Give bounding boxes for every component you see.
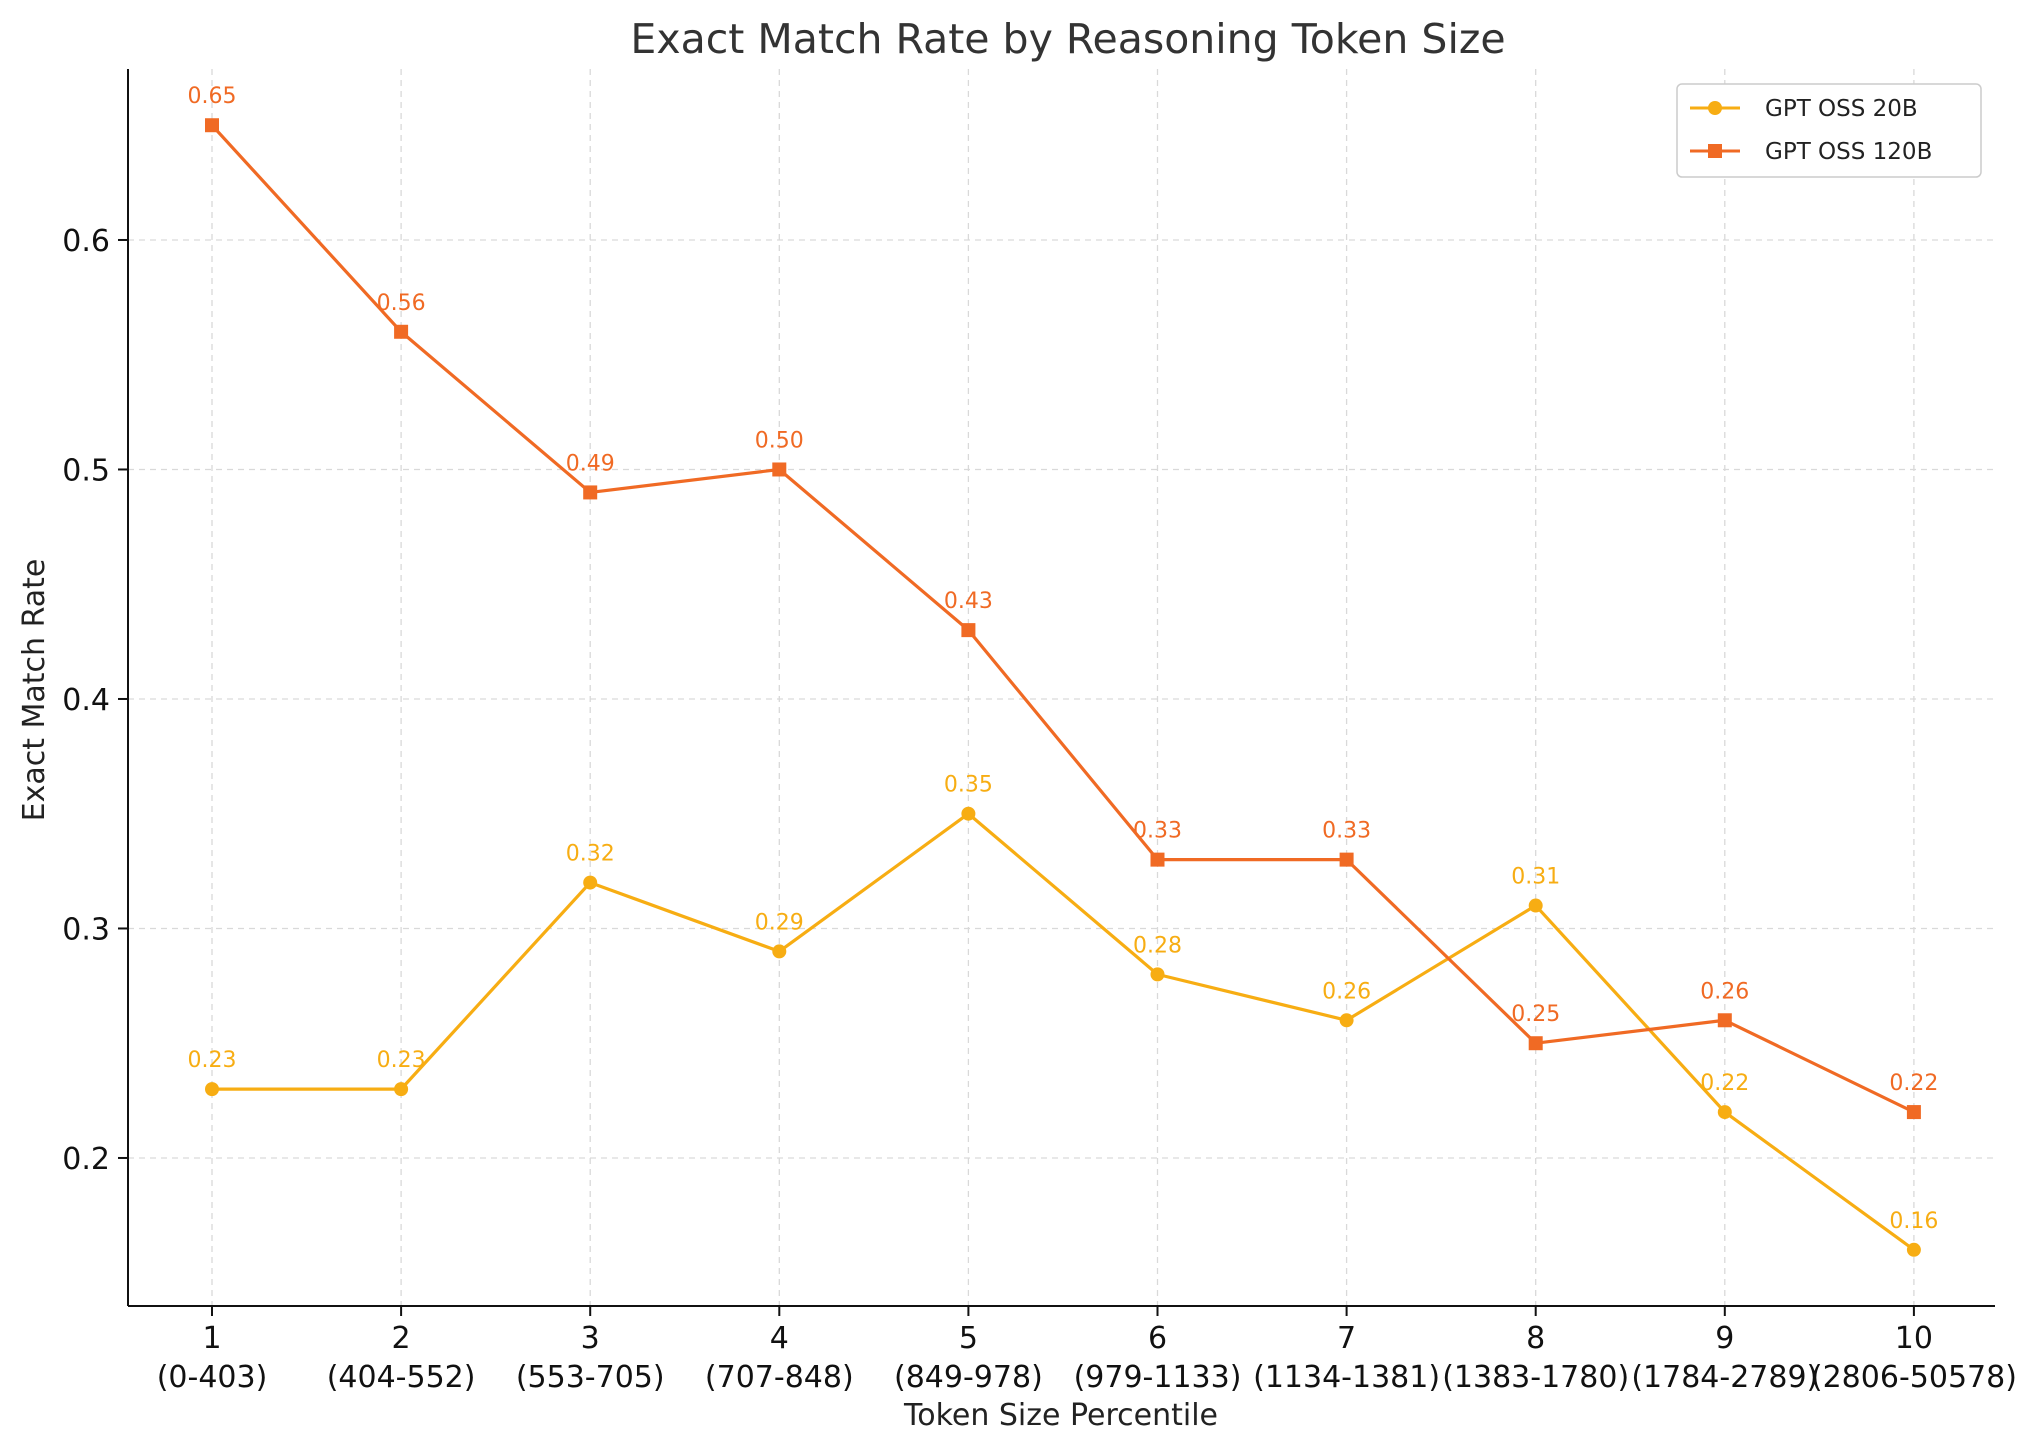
data-point (1150, 967, 1165, 982)
x-tick-range-label: (2806-50578) (1811, 1360, 2017, 1395)
x-tick-label: 8 (1526, 1321, 1545, 1356)
series-gpt-oss-20b: 0.23 0.23 0.32 0.29 0.35 0.28 0.26 0.31 0.22 0.16 (188, 773, 1938, 1257)
data-label: 0.35 (944, 773, 993, 798)
data-label: 0.23 (377, 1048, 426, 1073)
data-point (1339, 1013, 1354, 1028)
y-tick-label: 0.4 (62, 683, 110, 718)
x-tick-range-label: (849-978) (894, 1360, 1043, 1395)
series-gpt-oss-120b: 0.65 0.56 0.49 0.50 0.43 0.33 0.33 0.25 0.26 0.22 (188, 84, 1938, 1120)
x-tick-range-label: (979-1133) (1074, 1360, 1242, 1395)
data-label: 0.22 (1700, 1071, 1749, 1096)
series-layer: 0.23 0.23 0.32 0.29 0.35 0.28 0.26 0.31 0.22 0.16… (188, 84, 1938, 1257)
x-tick-label: 1 (202, 1321, 221, 1356)
data-point (1339, 852, 1354, 867)
data-label: 0.56 (377, 291, 426, 316)
data-point (1717, 1013, 1732, 1028)
data-point (205, 1082, 219, 1097)
data-point (1906, 1242, 1921, 1257)
x-tick-label: 3 (581, 1321, 600, 1356)
data-point (1717, 1105, 1732, 1120)
data-label: 0.33 (1322, 819, 1371, 844)
legend-box (1676, 83, 1982, 178)
data-label: 0.26 (1322, 979, 1371, 1004)
data-point (583, 485, 598, 500)
data-point (583, 875, 598, 890)
x-tick-label: 9 (1715, 1321, 1734, 1356)
x-tick-range-label: (707-848) (705, 1360, 854, 1395)
data-point (772, 462, 787, 477)
data-point (772, 944, 787, 959)
legend-marker-gpt-oss-120b (1708, 144, 1722, 158)
y-tick-label: 0.2 (62, 1142, 110, 1177)
axes (127, 69, 1995, 1307)
x-tick-label: 5 (959, 1321, 978, 1356)
x-tick-label: 6 (1148, 1321, 1167, 1356)
data-point (961, 623, 976, 638)
data-label: 0.32 (566, 842, 615, 867)
x-tick-range-label: (553-705) (516, 1360, 665, 1395)
legend-label-gpt-oss-120b: GPT OSS 120B (1765, 139, 1932, 165)
y-tick-label: 0.5 (62, 453, 110, 488)
data-label: 0.22 (1889, 1071, 1938, 1096)
data-label: 0.25 (1511, 1002, 1560, 1027)
y-ticks: 0.2 0.3 0.4 0.5 0.6 (62, 224, 128, 1177)
x-axis-label: Token Size Percentile (903, 1398, 1218, 1433)
data-label: 0.65 (188, 84, 237, 109)
series-line (212, 812, 1915, 1252)
x-ticks: 1 (0-403) 2 (404-552) 3 (553-705) 4 (707-848) 5 (… (157, 1306, 2017, 1395)
legend-marker-gpt-oss-20b (1708, 101, 1722, 115)
chart-title: Exact Match Rate by Reasoning Token Size (630, 15, 1505, 63)
x-tick-range-label: (1784-2789) (1631, 1360, 1818, 1395)
data-point (394, 1082, 409, 1097)
x-tick-label: 7 (1337, 1321, 1356, 1356)
data-point (205, 118, 219, 133)
data-label: 0.26 (1700, 979, 1749, 1004)
data-point (1528, 1036, 1543, 1051)
data-label: 0.28 (1133, 933, 1182, 958)
data-label: 0.29 (755, 910, 804, 935)
grid (128, 69, 1995, 1306)
x-tick-label: 4 (770, 1321, 789, 1356)
y-tick-label: 0.3 (62, 912, 110, 947)
y-axis-label: Exact Match Rate (17, 559, 52, 822)
x-tick-range-label: (1383-1780) (1442, 1360, 1629, 1395)
data-point (394, 324, 409, 339)
data-point (1528, 898, 1543, 913)
data-label: 0.50 (755, 428, 804, 453)
data-point (961, 806, 976, 821)
data-label: 0.31 (1511, 865, 1560, 890)
x-tick-range-label: (404-552) (327, 1360, 476, 1395)
legend: GPT OSS 20B GPT OSS 120B (1676, 83, 1982, 178)
x-tick-range-label: (1134-1381) (1253, 1360, 1440, 1395)
y-tick-label: 0.6 (62, 224, 110, 259)
x-tick-range-label: (0-403) (157, 1360, 268, 1395)
data-point (1150, 852, 1165, 867)
x-tick-label: 10 (1895, 1321, 1933, 1356)
data-label: 0.43 (944, 589, 993, 614)
series-line (210, 124, 1915, 1114)
data-label: 0.16 (1889, 1209, 1938, 1234)
x-tick-label: 2 (392, 1321, 411, 1356)
data-label: 0.33 (1133, 819, 1182, 844)
data-point (1906, 1105, 1921, 1120)
legend-label-gpt-oss-20b: GPT OSS 20B (1765, 96, 1918, 122)
data-label: 0.49 (566, 451, 615, 476)
data-label: 0.23 (188, 1048, 237, 1073)
